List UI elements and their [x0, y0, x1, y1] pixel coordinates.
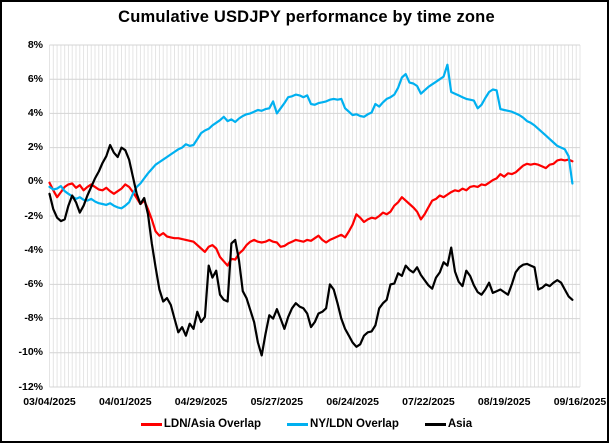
x-tick-label: 08/19/2025 [477, 396, 531, 408]
legend-label: NY/LDN Overlap [310, 418, 399, 430]
y-tick-label: 2% [27, 141, 43, 154]
y-tick-label: -6% [24, 277, 43, 290]
y-tick-label: -4% [24, 243, 43, 256]
y-axis: 8% 6% 4% 2% 0% -2% -4% -6% -8% -10% -12% [2, 2, 45, 445]
y-tick-label: -2% [24, 209, 43, 222]
y-tick-label: 4% [27, 106, 43, 119]
legend: LDN/Asia Overlap NY/LDN Overlap Asia [2, 418, 609, 430]
x-tick-label: 04/01/2025 [99, 396, 152, 408]
x-tick-label: 04/29/2025 [174, 396, 228, 408]
legend-line-swatch-black [424, 422, 446, 426]
x-tick-label: 05/27/2025 [250, 396, 304, 408]
chart-title: Cumulative USDJPY performance by time zo… [118, 8, 495, 26]
legend-line-swatch-blue [287, 422, 309, 426]
y-tick-label: -10% [18, 346, 43, 359]
y-tick-label: 8% [27, 38, 43, 51]
x-tick-label: 07/22/2025 [402, 396, 455, 408]
legend-item-ny-ldn: NY/LDN Overlap [287, 418, 399, 430]
x-tick-label: 03/04/2025 [23, 396, 76, 408]
y-tick-label: 6% [27, 72, 43, 85]
x-tick-label: 06/24/2025 [326, 396, 379, 408]
y-tick-label: -12% [18, 380, 43, 393]
y-tick-label: 0% [27, 175, 43, 188]
legend-item-ldn-asia: LDN/Asia Overlap [140, 418, 262, 430]
y-tick-label: -8% [24, 312, 43, 325]
legend-line-swatch-red [140, 422, 162, 426]
legend-label: LDN/Asia Overlap [163, 418, 262, 430]
legend-item-asia: Asia [424, 418, 473, 430]
legend-label: Asia [447, 418, 473, 430]
x-tick-label: 09/16/2025 [553, 396, 607, 408]
